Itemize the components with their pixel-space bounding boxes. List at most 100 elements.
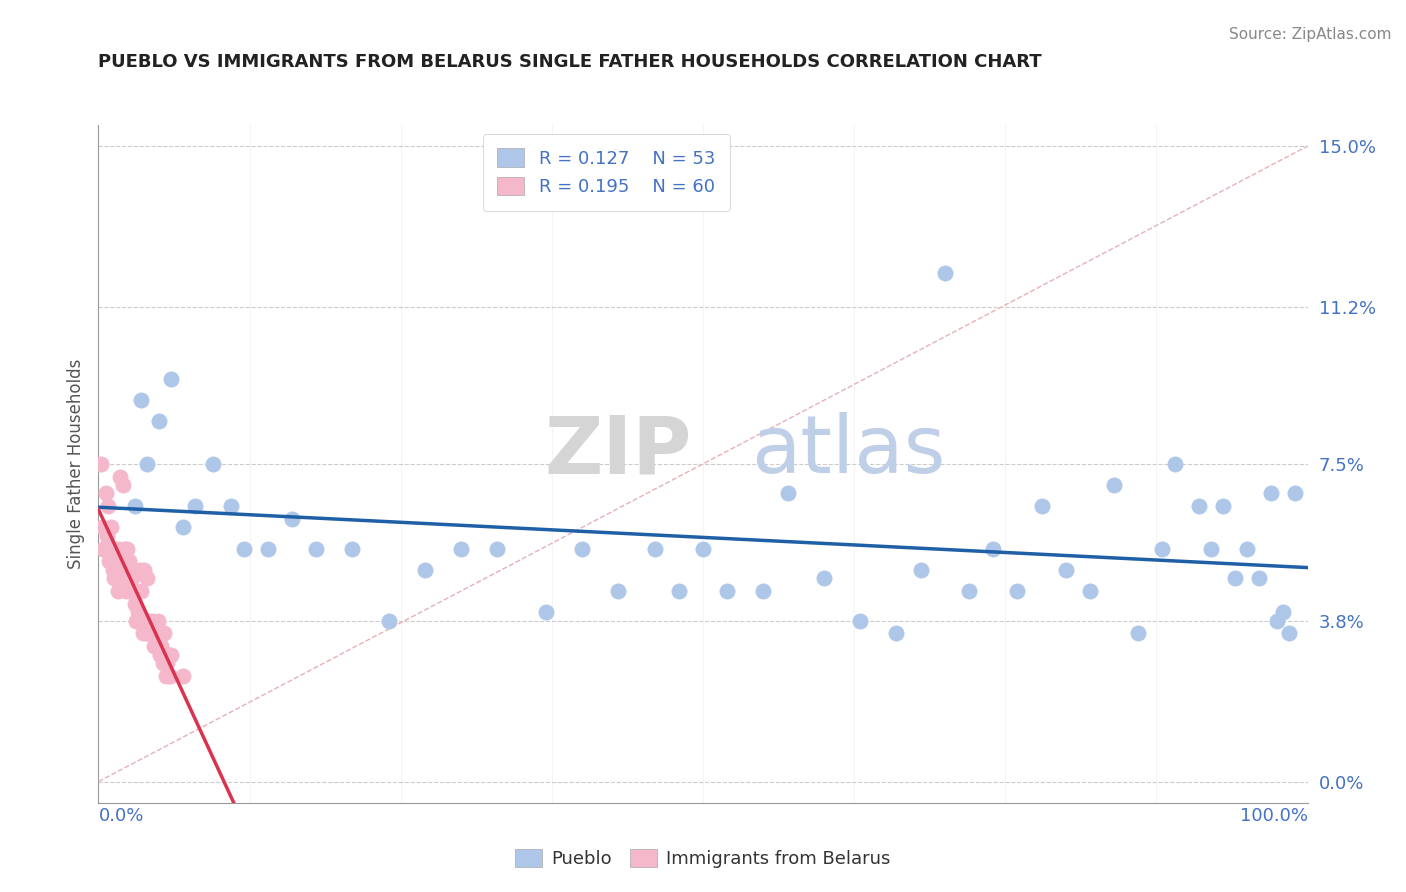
Point — [118, 554, 141, 568]
Point — [160, 372, 183, 386]
Point — [156, 656, 179, 670]
Legend: Pueblo, Immigrants from Belarus: Pueblo, Immigrants from Belarus — [508, 841, 898, 875]
Point — [121, 571, 143, 585]
Point — [118, 583, 141, 598]
Point — [155, 669, 177, 683]
Point — [1128, 626, 1150, 640]
Point — [143, 626, 166, 640]
Point — [981, 541, 1004, 556]
Point — [534, 605, 557, 619]
Point — [1267, 614, 1289, 628]
Point — [934, 266, 956, 280]
Point — [1188, 500, 1211, 514]
Point — [146, 614, 169, 628]
Text: 0.0%: 0.0% — [98, 807, 143, 825]
Text: atlas: atlas — [751, 412, 945, 490]
Point — [125, 614, 148, 628]
Point — [342, 541, 364, 556]
Point — [129, 393, 152, 408]
Point — [1236, 541, 1258, 556]
Point — [149, 648, 172, 662]
Point — [152, 656, 174, 670]
Point — [172, 520, 194, 534]
Point — [111, 478, 134, 492]
Point — [97, 500, 120, 514]
Text: PUEBLO VS IMMIGRANTS FROM BELARUS SINGLE FATHER HOUSEHOLDS CORRELATION CHART: PUEBLO VS IMMIGRANTS FROM BELARUS SINGLE… — [98, 54, 1042, 71]
Point — [644, 541, 666, 556]
Point — [256, 541, 278, 556]
Point — [668, 583, 690, 598]
Point — [886, 626, 908, 640]
Point — [138, 614, 160, 628]
Point — [108, 541, 131, 556]
Point — [150, 639, 173, 653]
Point — [148, 626, 170, 640]
Point — [1054, 563, 1077, 577]
Point — [107, 583, 129, 598]
Point — [114, 541, 136, 556]
Point — [159, 669, 181, 683]
Point — [90, 457, 112, 471]
Point — [202, 457, 225, 471]
Point — [120, 583, 142, 598]
Point — [129, 583, 152, 598]
Point — [1102, 478, 1125, 492]
Point — [135, 457, 157, 471]
Point — [221, 500, 243, 514]
Point — [776, 486, 799, 500]
Text: ZIP: ZIP — [544, 412, 692, 490]
Point — [135, 626, 157, 640]
Point — [571, 541, 593, 556]
Point — [1223, 571, 1246, 585]
Point — [112, 563, 135, 577]
Point — [813, 571, 835, 585]
Point — [122, 563, 145, 577]
Point — [413, 563, 436, 577]
Point — [172, 669, 194, 683]
Point — [100, 541, 122, 556]
Point — [115, 583, 138, 598]
Point — [1007, 583, 1029, 598]
Point — [132, 626, 155, 640]
Point — [232, 541, 254, 556]
Point — [377, 614, 399, 628]
Point — [127, 583, 149, 598]
Point — [139, 626, 162, 640]
Point — [281, 512, 304, 526]
Point — [157, 648, 180, 662]
Point — [607, 583, 630, 598]
Point — [1212, 500, 1234, 514]
Point — [145, 639, 167, 653]
Point — [96, 529, 118, 543]
Point — [101, 563, 124, 577]
Point — [100, 520, 122, 534]
Text: 100.0%: 100.0% — [1240, 807, 1308, 825]
Point — [1278, 626, 1301, 640]
Point — [1152, 541, 1174, 556]
Point — [1163, 457, 1185, 471]
Point — [105, 554, 128, 568]
Point — [93, 541, 115, 556]
Point — [910, 563, 932, 577]
Point — [957, 583, 980, 598]
Point — [1249, 571, 1271, 585]
Point — [143, 639, 166, 653]
Point — [141, 614, 163, 628]
Point — [124, 500, 146, 514]
Point — [91, 541, 114, 556]
Point — [1078, 583, 1101, 598]
Point — [152, 626, 174, 640]
Point — [1031, 500, 1053, 514]
Point — [450, 541, 472, 556]
Point — [108, 469, 131, 483]
Point — [94, 486, 117, 500]
Point — [117, 541, 139, 556]
Point — [134, 563, 156, 577]
Point — [1284, 486, 1306, 500]
Point — [136, 626, 159, 640]
Point — [716, 583, 738, 598]
Point — [142, 626, 165, 640]
Point — [128, 563, 150, 577]
Point — [486, 541, 509, 556]
Point — [1199, 541, 1222, 556]
